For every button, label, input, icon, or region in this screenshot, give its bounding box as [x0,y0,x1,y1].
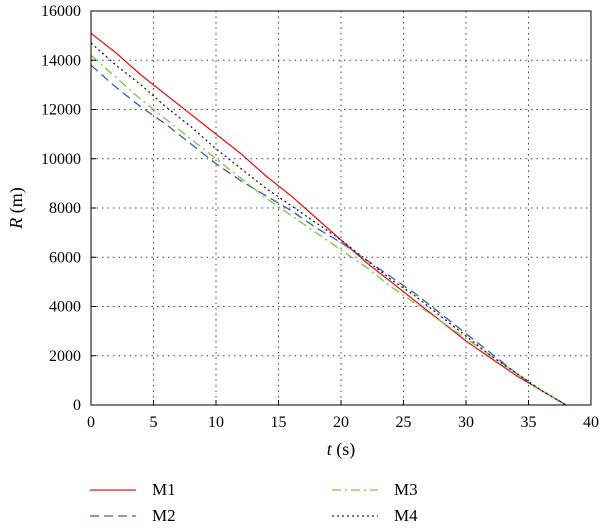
x-tick-label: 10 [208,414,224,431]
y-tick-label: 12000 [41,102,81,119]
x-tick-label: 0 [87,414,95,431]
series-lines [90,32,567,406]
legend-label-m2: M2 [152,506,176,525]
x-tick-label: 35 [521,414,537,431]
y-tick-label: 10000 [41,151,81,168]
series-line-m4 [90,42,567,406]
x-axis-label: t (s) [327,439,356,460]
x-tick-label: 40 [583,414,599,431]
series-line-m2 [90,64,567,406]
legend-label-m3: M3 [394,480,418,499]
legend-label-m1: M1 [152,480,176,499]
y-tick-label: 6000 [49,249,81,266]
x-tick-label: 20 [333,414,349,431]
x-tick-label: 30 [458,414,474,431]
y-tick-label: 2000 [49,348,81,365]
legend-label-m4: M4 [394,506,418,525]
y-tick-label: 0 [73,397,81,414]
grid [91,11,591,405]
y-tick-label: 16000 [41,3,81,20]
x-tick-label: 25 [396,414,412,431]
y-tick-label: 8000 [49,200,81,217]
x-tick-label: 15 [271,414,287,431]
legend: M1 M2 M3 M4 [90,480,418,525]
axis-ticks: 0 5 10 15 20 25 30 35 40 0 2000 4000 6000 8000 10000 12… [41,3,599,431]
x-tick-label: 5 [150,414,158,431]
y-tick-label: 14000 [41,52,81,69]
series-line-m1 [90,32,567,406]
y-tick-label: 4000 [49,299,81,316]
series-line-m3 [90,54,567,406]
y-axis-label: R (m) [6,187,27,230]
